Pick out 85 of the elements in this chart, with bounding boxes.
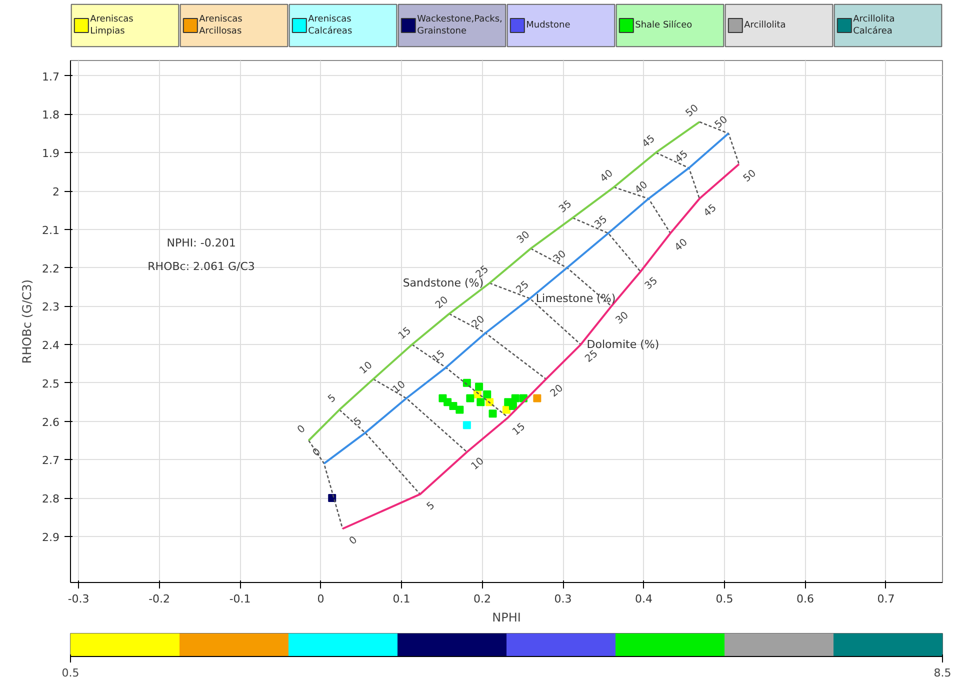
annotation: 30 — [614, 310, 631, 327]
annotation: 30 — [515, 229, 532, 246]
annotation: 50 — [684, 102, 701, 120]
annotation: 5 — [326, 392, 338, 406]
y-tick-label: 1.9 — [42, 147, 60, 160]
annotation: 35 — [643, 275, 660, 292]
annotation: 10 — [390, 379, 408, 396]
point — [462, 421, 471, 430]
y-tick-label: 2.2 — [42, 262, 60, 276]
color-bar-label: 8.5 — [934, 666, 952, 680]
annotation: 45 — [640, 133, 658, 150]
annotation: 5 — [352, 416, 364, 428]
annotation: 45 — [702, 202, 719, 220]
point — [466, 394, 474, 402]
annotation: 10 — [358, 360, 375, 377]
annotation: 0 — [311, 446, 323, 459]
annotation: 35 — [557, 198, 574, 216]
series-label: Sandstone (%) — [402, 276, 484, 290]
annotation: 40 — [633, 180, 650, 196]
annotation: 20 — [434, 294, 451, 312]
point — [449, 402, 458, 410]
y-tick-label: 2.5 — [42, 377, 60, 390]
legend-label: Mudstone — [526, 20, 571, 30]
annotation: 35 — [592, 214, 610, 231]
point — [488, 410, 497, 418]
x-tick-label: 0.7 — [877, 592, 895, 606]
x-tick-label: 0.1 — [392, 592, 410, 606]
x-tick-label: -0.2 — [148, 592, 170, 606]
x-tick-label: -0.3 — [68, 592, 90, 606]
annotation: NPHI: -0.201 — [166, 236, 236, 250]
y-axis-title: RHOBc (G/C3) — [20, 279, 34, 364]
x-tick-label: 0.2 — [474, 592, 492, 606]
annotation: 0 — [296, 423, 308, 436]
y-tick-label: 2.1 — [42, 224, 60, 237]
line-series — [308, 120, 700, 442]
legend-label: Shale Silíceo — [635, 20, 693, 30]
x-tick-label: 0.4 — [635, 592, 653, 606]
point — [456, 406, 464, 414]
point — [533, 394, 542, 402]
annotation: 20 — [548, 382, 566, 400]
x-tick-label: 0.6 — [796, 592, 814, 606]
point — [502, 406, 510, 414]
y-tick-label: 2 — [52, 186, 60, 198]
legend-label: Areniscas Calcáreas — [308, 14, 352, 36]
point — [476, 398, 485, 406]
annotation: 0 — [348, 534, 360, 548]
y-tick-label: 2.4 — [42, 339, 60, 352]
annotation: 20 — [470, 314, 487, 330]
y-tick-label: 2.3 — [42, 300, 60, 314]
annotation: 5 — [425, 500, 438, 513]
annotation: 50 — [713, 114, 730, 131]
x-tick-label: -0.1 — [229, 592, 251, 606]
annotation: 10 — [469, 456, 486, 472]
y-tick-label: 2.6 — [42, 416, 60, 429]
annotation: RHOBc: 2.061 G/C3 — [148, 260, 255, 274]
annotation: 40 — [598, 168, 616, 185]
point — [508, 402, 517, 410]
legend-label: Arcillolita Calcárea — [853, 14, 895, 36]
point — [511, 394, 520, 402]
annotation: 30 — [552, 248, 568, 266]
series-label: Limestone (%) — [536, 292, 616, 305]
annotation: 15 — [396, 325, 414, 342]
y-tick-label: 2.8 — [42, 492, 60, 506]
legend-label: Areniscas Arcillosas — [199, 14, 243, 36]
x-tick-label: 0.5 — [716, 592, 734, 606]
line-series — [342, 163, 740, 530]
annotation: 45 — [674, 148, 690, 166]
legend-label: Areniscas Limpias — [90, 14, 134, 36]
annotation: 25 — [514, 279, 532, 296]
x-tick-label: 0 — [317, 592, 324, 606]
y-tick-label: 2.9 — [42, 530, 60, 544]
x-tick-label: 0.3 — [554, 592, 572, 606]
color-bar-label: 0.5 — [62, 666, 80, 680]
y-tick-label: 2.7 — [42, 454, 60, 468]
annotation: 15 — [430, 348, 448, 366]
y-tick-label: 1.8 — [42, 108, 60, 122]
legend-label: Arcillolita — [744, 20, 786, 30]
x-axis-title: NPHI — [492, 610, 521, 624]
legend-label: Wackestone,Packs, Grainstone — [417, 14, 502, 36]
point — [483, 390, 492, 398]
point — [475, 382, 484, 391]
annotation: 50 — [742, 168, 758, 185]
annotation: 40 — [672, 237, 690, 254]
annotation: 15 — [510, 421, 528, 438]
y-tick-label: 1.7 — [42, 70, 60, 84]
